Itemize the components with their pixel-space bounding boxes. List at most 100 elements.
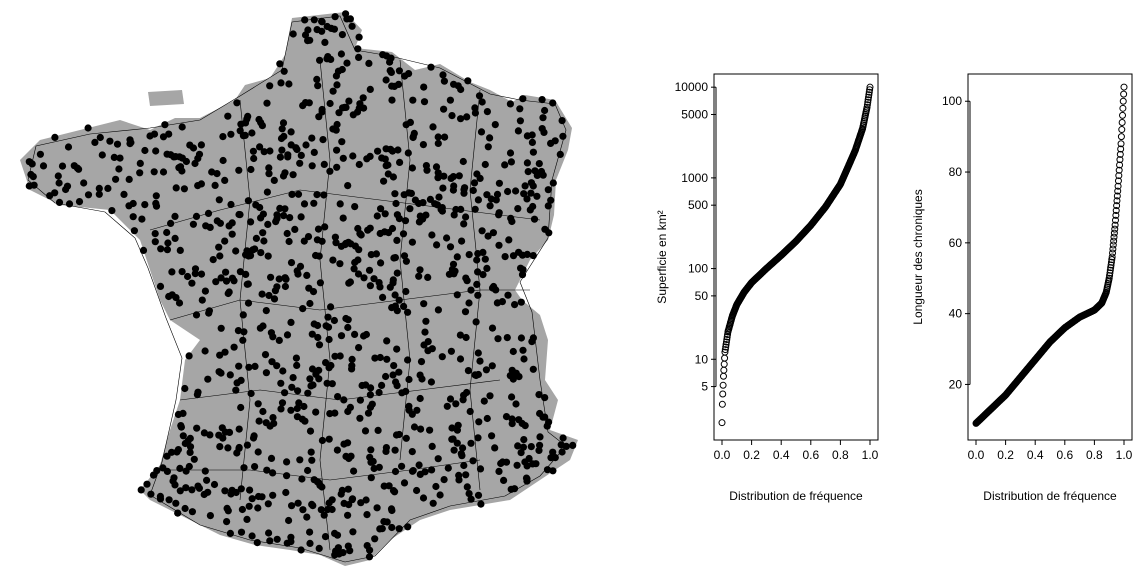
station-point — [64, 143, 73, 151]
station-point — [248, 129, 256, 137]
station-point — [395, 296, 403, 304]
station-point — [559, 434, 567, 442]
station-point — [254, 448, 262, 456]
station-point — [307, 448, 315, 456]
station-point — [192, 311, 201, 319]
station-point — [420, 83, 428, 91]
station-point — [449, 173, 457, 181]
station-point — [415, 461, 423, 469]
station-point — [156, 282, 165, 290]
station-point — [104, 184, 112, 192]
station-point — [242, 270, 250, 278]
station-point — [297, 213, 305, 221]
station-point — [436, 491, 444, 499]
station-point — [400, 191, 408, 199]
station-point — [58, 162, 67, 170]
station-point — [450, 182, 458, 190]
station-point — [36, 150, 45, 158]
station-point — [462, 213, 470, 221]
station-point — [308, 134, 316, 142]
data-point — [1106, 266, 1114, 274]
station-point — [419, 494, 428, 502]
station-point — [235, 166, 243, 174]
station-point — [494, 335, 502, 343]
station-point — [224, 444, 232, 452]
station-point — [219, 156, 227, 165]
station-point — [547, 139, 555, 147]
station-point — [348, 496, 356, 504]
station-point — [55, 179, 63, 187]
station-point — [432, 482, 440, 491]
station-point — [337, 490, 345, 498]
station-point — [273, 362, 281, 370]
station-point — [283, 458, 291, 466]
station-point — [413, 406, 421, 414]
station-point — [460, 189, 468, 197]
station-point — [445, 270, 453, 278]
x-axis: 0.0 0.2 0.4 0.6 0.8 1.0 — [968, 439, 1133, 462]
station-point — [446, 243, 455, 251]
y-tick-label: 5 — [701, 380, 708, 394]
station-point — [392, 431, 401, 439]
station-point — [228, 230, 236, 238]
station-point — [244, 299, 253, 307]
station-point — [371, 354, 379, 362]
station-point — [450, 211, 458, 219]
data-point — [1111, 221, 1119, 229]
station-point — [258, 290, 266, 298]
station-point — [336, 352, 344, 360]
station-point — [141, 146, 149, 155]
station-point — [217, 369, 225, 377]
station-point — [461, 184, 469, 192]
data-point — [1112, 211, 1120, 219]
station-point — [168, 448, 176, 456]
station-point — [239, 336, 247, 344]
data-point — [719, 390, 727, 398]
station-point — [475, 92, 484, 100]
station-point — [267, 454, 276, 462]
station-point — [428, 466, 436, 474]
station-point — [417, 425, 425, 433]
station-point — [267, 329, 275, 337]
station-point — [538, 96, 546, 104]
station-point — [536, 441, 544, 449]
station-point — [278, 125, 286, 133]
station-point — [150, 130, 159, 138]
station-point — [224, 112, 232, 120]
station-point — [286, 214, 294, 222]
station-point — [346, 547, 354, 555]
station-point — [527, 189, 535, 197]
station-point — [228, 274, 236, 282]
station-point — [298, 475, 306, 483]
station-point — [277, 134, 286, 143]
station-point — [434, 455, 442, 463]
station-point — [449, 435, 457, 443]
station-point — [527, 179, 536, 187]
station-point — [319, 136, 327, 144]
station-point — [321, 223, 329, 231]
station-point — [448, 424, 456, 432]
station-point — [339, 214, 347, 222]
station-point — [281, 282, 289, 291]
station-point — [333, 446, 341, 454]
station-point — [395, 525, 403, 533]
station-point — [509, 252, 518, 260]
station-point — [402, 434, 410, 442]
station-point — [404, 356, 412, 364]
data-point — [1117, 145, 1125, 153]
station-point — [176, 246, 184, 254]
station-point — [91, 138, 99, 146]
data-point — [722, 338, 730, 346]
station-point — [344, 407, 352, 416]
station-point — [421, 328, 429, 336]
station-point — [486, 392, 494, 400]
station-point — [474, 268, 482, 276]
station-point — [301, 16, 309, 24]
station-point — [206, 431, 214, 439]
station-point — [325, 335, 333, 344]
station-point — [456, 331, 464, 339]
station-point — [389, 276, 397, 284]
station-point — [549, 179, 557, 187]
station-point — [346, 15, 354, 23]
station-point — [265, 291, 273, 300]
